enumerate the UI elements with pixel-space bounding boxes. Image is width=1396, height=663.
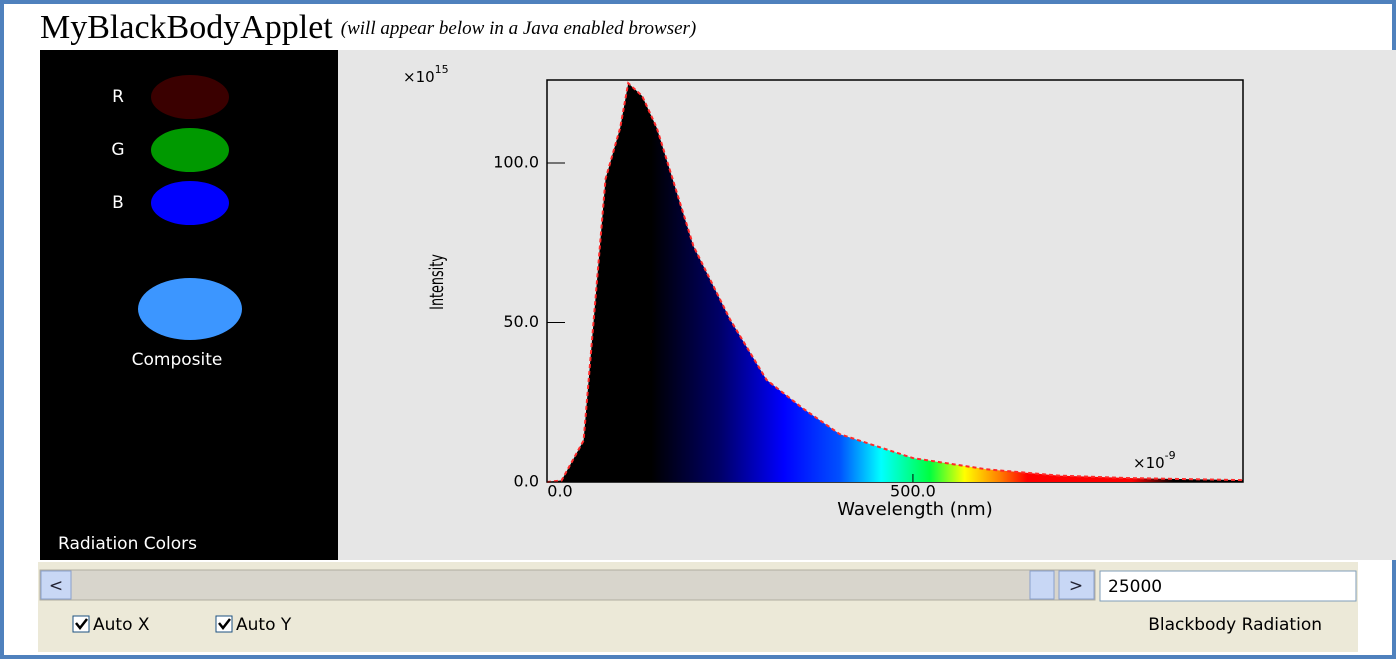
- b-swatch: [151, 181, 229, 225]
- x-axis-label: Wavelength (nm): [837, 499, 993, 520]
- status: Blackbody Radiation: [1148, 615, 1322, 635]
- temperature-value: 25000: [1108, 577, 1162, 597]
- y-scale-exp: 15: [435, 63, 449, 76]
- auto-x-check: [75, 618, 88, 631]
- g-label: G: [111, 140, 124, 160]
- y-tick-label: 0.0: [514, 472, 539, 491]
- composite-swatch: [138, 278, 242, 340]
- left-arrow: <: [49, 576, 63, 596]
- y-tick-label: 50.0: [503, 312, 539, 331]
- g-swatch: [151, 128, 229, 172]
- scroll-left[interactable]: [40, 570, 72, 600]
- auto-y-label: Auto Y: [236, 615, 292, 635]
- caption: Radiation Colors: [58, 534, 197, 554]
- scroll-thumb[interactable]: [1029, 570, 1055, 600]
- y-tick-label: 100.0: [493, 152, 539, 171]
- r-label: R: [112, 87, 124, 107]
- scrollbar[interactable]: [39, 569, 1096, 601]
- area-fill: [547, 83, 1243, 482]
- scroll-right[interactable]: [1058, 570, 1095, 600]
- x-scale-exp: -9: [1165, 449, 1176, 462]
- title: MyBlackBodyApplet (will appear below in a…: [40, 9, 696, 46]
- note: (will appear below in a Java enabled bro…: [341, 18, 697, 39]
- y-axis-label: Intensity: [426, 254, 448, 310]
- y-scale-base: ×10: [403, 68, 435, 86]
- title-text: MyBlackBodyApplet: [40, 9, 333, 46]
- right-arrow: >: [1069, 576, 1083, 596]
- y-scale: ×1015: [403, 63, 449, 86]
- curve: [546, 81, 1244, 483]
- auto-y-check: [218, 618, 231, 631]
- x-tick-label: 0.0: [547, 482, 572, 501]
- x-tick-label: 500.0: [890, 482, 936, 501]
- temperature-field[interactable]: [1099, 570, 1357, 602]
- r-swatch: [151, 75, 229, 119]
- x-scale-base: ×10: [1133, 454, 1165, 472]
- auto-x-label: Auto X: [93, 615, 150, 635]
- composite-label: Composite: [132, 350, 223, 370]
- b-label: B: [112, 193, 124, 213]
- x-scale: ×10-9: [1133, 449, 1176, 472]
